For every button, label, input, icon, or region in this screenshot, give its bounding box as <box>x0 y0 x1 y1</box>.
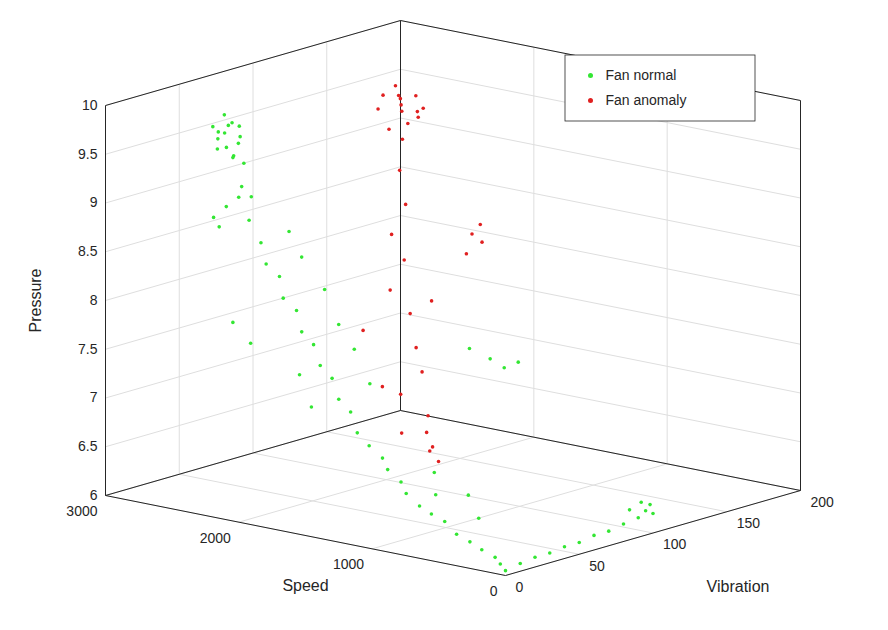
svg-text:Fan anomaly: Fan anomaly <box>606 92 687 108</box>
svg-text:2000: 2000 <box>200 530 231 546</box>
svg-text:1000: 1000 <box>333 556 364 572</box>
svg-text:10: 10 <box>82 97 98 113</box>
svg-text:7.5: 7.5 <box>78 341 98 357</box>
svg-text:Vibration: Vibration <box>707 578 770 595</box>
svg-text:0: 0 <box>516 579 524 595</box>
svg-text:0: 0 <box>490 583 498 599</box>
svg-text:7: 7 <box>90 389 98 405</box>
svg-text:Fan normal: Fan normal <box>606 67 677 83</box>
svg-text:6: 6 <box>90 487 98 503</box>
svg-text:9.5: 9.5 <box>78 146 98 162</box>
svg-text:200: 200 <box>811 494 835 510</box>
svg-text:3000: 3000 <box>66 503 97 519</box>
svg-text:100: 100 <box>663 536 687 552</box>
svg-text:Speed: Speed <box>282 577 328 594</box>
svg-text:150: 150 <box>737 515 761 531</box>
svg-text:8.5: 8.5 <box>78 243 98 259</box>
svg-text:9: 9 <box>90 194 98 210</box>
svg-text:Pressure: Pressure <box>27 268 44 332</box>
svg-text:6.5: 6.5 <box>78 438 98 454</box>
svg-text:50: 50 <box>589 558 605 574</box>
svg-text:8: 8 <box>90 292 98 308</box>
